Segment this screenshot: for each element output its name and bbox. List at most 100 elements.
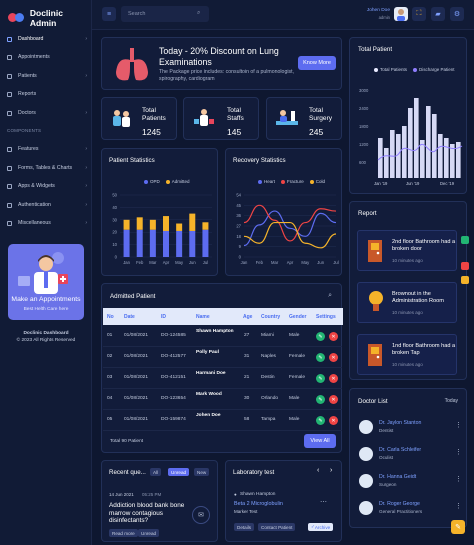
contact-patient-button[interactable]: Contact Patient — [258, 523, 296, 531]
edit-icon[interactable]: ✎ — [316, 353, 325, 362]
edit-icon[interactable]: ✎ — [316, 374, 325, 383]
filter-new[interactable]: New — [194, 468, 210, 476]
delete-icon[interactable]: ✕ — [329, 332, 338, 341]
doctor-name[interactable]: Dr. Roger George — [379, 501, 420, 507]
sidebar-item-forms[interactable]: Forms, Tables & Charts › — [7, 165, 87, 171]
sidebar-item-doctors[interactable]: Doctors › — [7, 110, 87, 116]
table-cell-country: Orlando — [261, 396, 279, 401]
table-row[interactable]: 03 01/08/2021 DO-412151 Harmani Doe 21 Destin… — [103, 369, 342, 389]
search-icon[interactable]: ⌕ — [197, 10, 201, 16]
more-icon[interactable]: ⋮ — [455, 503, 462, 510]
lab-test-name[interactable]: Beta 2 Microglobulin — [234, 501, 283, 507]
archive-button[interactable]: ✓ Archive — [308, 523, 334, 531]
more-icon[interactable]: ⋯ — [320, 499, 327, 506]
menu-toggle-button[interactable]: ≡ — [102, 7, 116, 21]
fullscreen-button[interactable]: ⛶ — [412, 7, 426, 21]
column-header[interactable]: Settings — [316, 314, 336, 320]
doctor-name[interactable]: Dr. Jaylon Stanton — [379, 420, 422, 426]
read-more-tag[interactable]: Read more — [109, 529, 138, 537]
delete-icon[interactable]: ✕ — [329, 416, 338, 425]
doctor-item[interactable]: Dr. Hanna Geidt Surgeon ⋮ — [357, 471, 462, 491]
chevron-right-icon: › — [85, 202, 87, 208]
edit-icon[interactable]: ✎ — [316, 332, 325, 341]
column-header[interactable]: Date — [124, 314, 135, 320]
more-icon[interactable]: ⋮ — [455, 422, 462, 429]
sidebar-item-features[interactable]: Features › — [7, 146, 87, 152]
table-row[interactable]: 02 01/08/2021 DO-412577 Polly Paul 31 Naples F… — [103, 348, 342, 368]
doctor-name[interactable]: Dr. Carla Schleifer — [379, 447, 422, 453]
column-header[interactable]: ID — [161, 314, 166, 320]
details-button[interactable]: Details — [234, 523, 255, 531]
table-cell-date: 01/08/2021 — [124, 417, 149, 422]
sidebar-item-reports[interactable]: Reports — [7, 91, 87, 97]
doctor-name[interactable]: Dr. Hanna Geidt — [379, 474, 417, 480]
promo-link[interactable]: Best Helth Care here — [23, 307, 69, 312]
legend-label: Heart — [264, 179, 276, 184]
column-header[interactable]: Country — [261, 314, 281, 320]
report-item[interactable]: Brownout in the Administration Room 10 m… — [357, 282, 457, 323]
filter-unread[interactable]: Unread — [168, 468, 190, 476]
table-cell-id: DO-412577 — [161, 354, 186, 359]
table-cell-gender: Male — [289, 417, 300, 422]
card-title: Total Patient — [358, 46, 393, 53]
side-widget-green[interactable] — [461, 236, 469, 244]
search-icon[interactable]: ⌕ — [328, 292, 332, 299]
filter-all[interactable]: All — [150, 468, 162, 476]
sidebar-item-authentication[interactable]: Authentication › — [7, 202, 87, 208]
search-input[interactable]: Search — [121, 6, 209, 22]
know-more-button[interactable]: Know More — [298, 56, 336, 70]
theme-settings-button[interactable]: ✎ — [451, 520, 465, 534]
app-logo[interactable]: Doclinic Admin — [8, 8, 91, 28]
user-avatar[interactable] — [394, 7, 408, 21]
doctor-item[interactable]: Dr. Carla Schleifer Oculist ⋮ — [357, 444, 462, 464]
column-header[interactable]: No — [107, 314, 114, 320]
y-tick: 10 — [112, 242, 117, 247]
unread-tag[interactable]: Unread — [138, 529, 160, 537]
more-icon[interactable]: ⋮ — [455, 449, 462, 456]
column-header[interactable]: Name — [196, 314, 210, 320]
sidebar-item-patients[interactable]: Patients › — [7, 73, 87, 79]
bar-total-patients — [438, 134, 443, 178]
side-widget-yellow[interactable] — [461, 276, 469, 284]
doctor-filter[interactable]: Today — [444, 398, 458, 404]
sidebar-item-miscellaneous[interactable]: Miscellaneous › — [7, 220, 87, 226]
notifications-button[interactable]: ▰ — [431, 7, 445, 21]
delete-icon[interactable]: ✕ — [329, 374, 338, 383]
discount-card: Today - 20% Discount on Lung Examination… — [101, 37, 342, 90]
edit-icon[interactable]: ✎ — [316, 395, 325, 404]
column-header[interactable]: Gender — [289, 314, 307, 320]
delete-icon[interactable]: ✕ — [329, 395, 338, 404]
table-row[interactable]: 01 01/08/2021 DO-124585 Shawn Hampton 27 Miam… — [103, 327, 342, 347]
table-row[interactable]: 04 01/08/2021 DO-123654 Mark Wood 30 Orlando M… — [103, 390, 342, 410]
report-item[interactable]: 2nd floor Bathroom had a broken door 10 … — [357, 230, 457, 271]
sidebar-item-apps[interactable]: Apps & Widgets › — [7, 183, 87, 189]
table-cell-name: Harmani Doe — [196, 371, 226, 376]
table-cell-date: 01/08/2021 — [124, 375, 149, 380]
view-all-button[interactable]: View All — [304, 434, 336, 448]
appointment-promo-card[interactable]: Make an Appointments Best Helth Care her… — [8, 244, 84, 320]
table-cell-age: 21 — [244, 375, 250, 380]
question-text[interactable]: Addiction blood bank bone marrow contagi… — [109, 502, 185, 524]
doctor-item[interactable]: Dr. Jaylon Stanton Dentist ⋮ — [357, 417, 462, 437]
legend-label: OPD — [150, 179, 160, 184]
x-tick: Apr — [163, 260, 170, 265]
report-title: 2nd floor Bathroom had a broken door — [392, 239, 456, 252]
legend-item: Fracture — [281, 179, 304, 184]
table-cell-gender: Male — [289, 333, 300, 338]
sidebar-item-appointments[interactable]: Appointments — [7, 54, 87, 60]
delete-icon[interactable]: ✕ — [329, 353, 338, 362]
report-item[interactable]: 1nd floor Bathroom had a broken Tap 10 m… — [357, 334, 457, 375]
sidebar-item-label: Patients — [18, 73, 37, 79]
doctor-item[interactable]: Dr. Roger George General Practitioners ⋮ — [357, 498, 462, 518]
chat-icon[interactable]: ✉ — [192, 506, 210, 524]
legend-item: Heart — [258, 179, 275, 184]
edit-icon[interactable]: ✎ — [316, 416, 325, 425]
side-widget-red[interactable] — [461, 262, 469, 270]
sidebar-item-dashboard[interactable]: Dashboard › — [7, 36, 87, 42]
chevron-right-icon[interactable]: › — [330, 467, 333, 474]
more-icon[interactable]: ⋮ — [455, 476, 462, 483]
chevron-left-icon[interactable]: ‹ — [317, 467, 320, 474]
table-row[interactable]: 05 01/08/2021 DO-159874 Johen Doe 58 Tampa Mal… — [103, 411, 342, 431]
column-header[interactable]: Age — [243, 314, 253, 320]
settings-button[interactable]: ⚙ — [450, 7, 464, 21]
